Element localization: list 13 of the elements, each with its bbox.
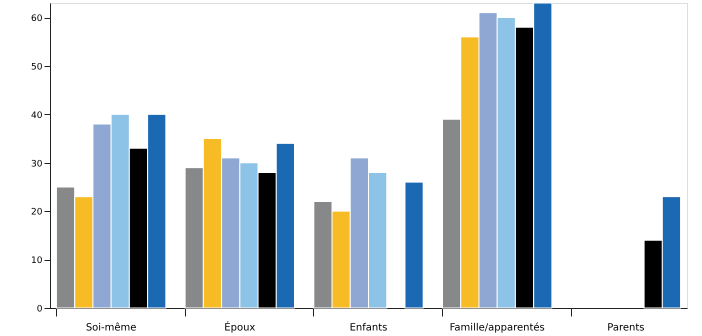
bar <box>404 182 424 308</box>
y-tick-label: 50 <box>31 62 43 72</box>
x-tick-label: Soi-même <box>86 322 136 334</box>
y-tick-label: 60 <box>31 14 43 24</box>
y-tick-label: 10 <box>31 256 43 266</box>
x-tick-label: Famille/apparentés <box>450 322 545 334</box>
y-tick-label: 30 <box>31 159 43 170</box>
x-tick-label: Époux <box>224 320 256 334</box>
x-tick-label: Enfants <box>350 322 388 334</box>
y-tick-label: 20 <box>31 208 43 218</box>
y-tick-label: 40 <box>31 110 43 121</box>
x-tick-label: Parents <box>607 322 644 334</box>
y-tick-label: 0 <box>36 304 43 314</box>
